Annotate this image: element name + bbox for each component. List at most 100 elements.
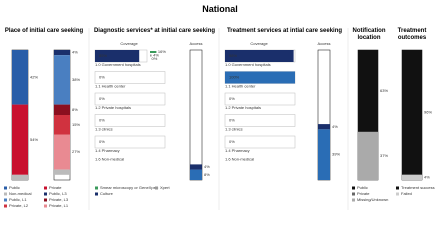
legend-swatch (95, 192, 98, 196)
legend-swatch (396, 186, 399, 190)
bar-segment (54, 50, 70, 56)
chart: 42%54%4%38%8%15%27%Public PrivateNon-medi… (4, 28, 435, 210)
legend-swatch (4, 192, 7, 196)
legend-label: Private, L3 (49, 197, 69, 202)
bar-segment (54, 55, 70, 105)
row-label: 1.4 Pharmacy (225, 148, 250, 153)
coverage-bar (225, 71, 295, 84)
legend-label: Private, L1 (49, 203, 69, 208)
bar-segment (54, 115, 70, 135)
test-bar (150, 51, 157, 53)
value-label: 100% (229, 75, 240, 80)
value-label: 42% (30, 74, 38, 79)
page-title: National (202, 4, 238, 14)
legend-swatch (396, 192, 399, 196)
coverage-frame (94, 92, 166, 106)
value-label: 0% (152, 56, 158, 61)
bar-segment (54, 104, 70, 115)
value-label: 0% (229, 96, 235, 101)
legend-label: Private (357, 191, 370, 196)
test-bar (150, 54, 152, 57)
legend-swatch (44, 192, 47, 196)
legend-swatch (44, 186, 47, 190)
value-label: 15% (72, 122, 80, 127)
legend-label: Xpert (160, 185, 170, 190)
value-label: 4% (424, 174, 430, 179)
value-label: 4% (72, 50, 78, 55)
column-title: Place of initial care seeking (4, 28, 84, 34)
bar-segment (12, 104, 28, 175)
coverage-frame (94, 71, 166, 84)
legend-swatch (352, 192, 355, 196)
value-label: 37% (380, 153, 388, 158)
bar-segment (402, 50, 422, 175)
legend-label: Non-medical (9, 191, 32, 196)
legend-swatch (4, 198, 7, 202)
value-label: 98% (229, 53, 237, 58)
row-label: 1.0 Government hospitals (95, 62, 141, 67)
legend-swatch (155, 186, 158, 190)
value-label: 0% (99, 118, 105, 123)
bar-segment (358, 131, 378, 180)
value-label: 8% (204, 172, 210, 177)
legend-swatch (4, 186, 7, 190)
axis-label: Coverage (120, 41, 138, 46)
legend-label: Public, L3 (49, 191, 67, 196)
axis-label: Access (190, 41, 203, 46)
row-label: 1.1 Health center (225, 84, 256, 89)
legend-label: Public (357, 185, 368, 190)
value-label: 0% (99, 96, 105, 101)
coverage-frame (224, 92, 296, 106)
bar-segment (402, 174, 422, 180)
legend-swatch (352, 186, 355, 190)
legend-label: Public (9, 185, 20, 190)
axis-label: Coverage (250, 41, 268, 46)
value-label: 8% (72, 107, 78, 112)
value-label: 63% (380, 88, 388, 93)
value-label: 4% (204, 164, 210, 169)
column-title: Notification location (352, 28, 386, 41)
access-segment (318, 124, 330, 130)
row-label: 1.6 Non-medical (225, 157, 254, 162)
value-label: 0% (99, 139, 105, 144)
legend-swatch (44, 204, 47, 208)
value-label: 96% (424, 109, 432, 114)
page: 42% 54% 4% 38% 8% 15% 27% Public Private Non-medi… (4, 4, 435, 210)
legend-label: Public, L1 (9, 197, 27, 202)
value-label: 4% (332, 124, 338, 129)
access-segment (190, 169, 202, 180)
value-label: 38% (72, 77, 80, 82)
row-label: 1.1 Health center (95, 84, 126, 89)
column-title: Treatment services at intial care seekin… (226, 28, 343, 34)
legend-swatch (352, 198, 355, 202)
coverage-bar (95, 50, 140, 62)
coverage-frame (94, 114, 166, 127)
legend-label: Culture (100, 191, 114, 196)
legend-label: Failed (401, 191, 412, 196)
row-label: 1.2 Private hospitals (95, 105, 131, 110)
value-label: 27% (72, 149, 80, 154)
coverage-frame (224, 114, 296, 127)
row-label: 1.6 Non-medical (95, 157, 124, 162)
row-label: 1.2 Private hospitals (225, 105, 261, 110)
coverage-bar (225, 50, 294, 62)
legend-label: Treatment success (401, 185, 435, 190)
access-frame (189, 49, 203, 181)
value-label: 0% (229, 118, 235, 123)
value-label: 0% (99, 75, 105, 80)
row-label: 1.3 clinics (225, 127, 243, 132)
value-label: 16% (158, 49, 166, 54)
access-segment (318, 129, 330, 180)
value-label: 39% (332, 152, 340, 157)
row-label: 1.0 Government hospitals (225, 62, 271, 67)
coverage-frame (94, 135, 166, 149)
value-label: 0% (229, 139, 235, 144)
row-label: 1.3 clinics (95, 127, 113, 132)
legend-swatch (4, 204, 7, 208)
value-label: 4% (153, 53, 159, 58)
legend-swatch (95, 186, 98, 190)
bar-segment (54, 169, 70, 175)
value-label: 85% (99, 53, 107, 58)
column-title: Diagnostic services* at initial care see… (93, 28, 216, 34)
coverage-frame (224, 135, 296, 149)
